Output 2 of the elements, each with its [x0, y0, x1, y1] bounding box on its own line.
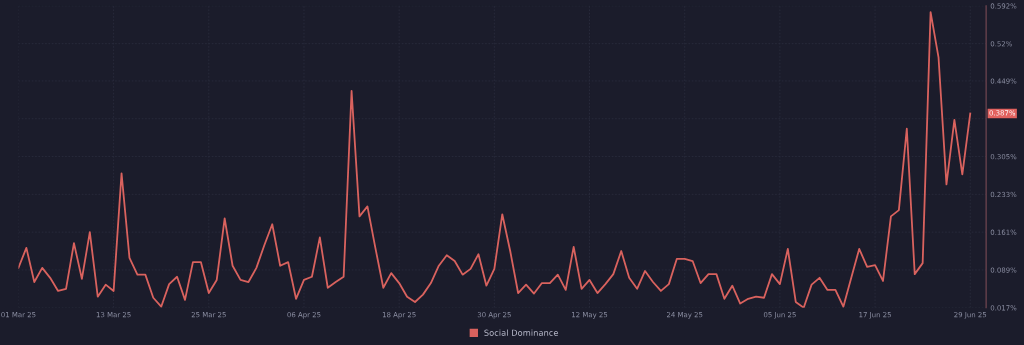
legend-label: Social Dominance: [484, 329, 559, 336]
line-series: [18, 11, 972, 308]
